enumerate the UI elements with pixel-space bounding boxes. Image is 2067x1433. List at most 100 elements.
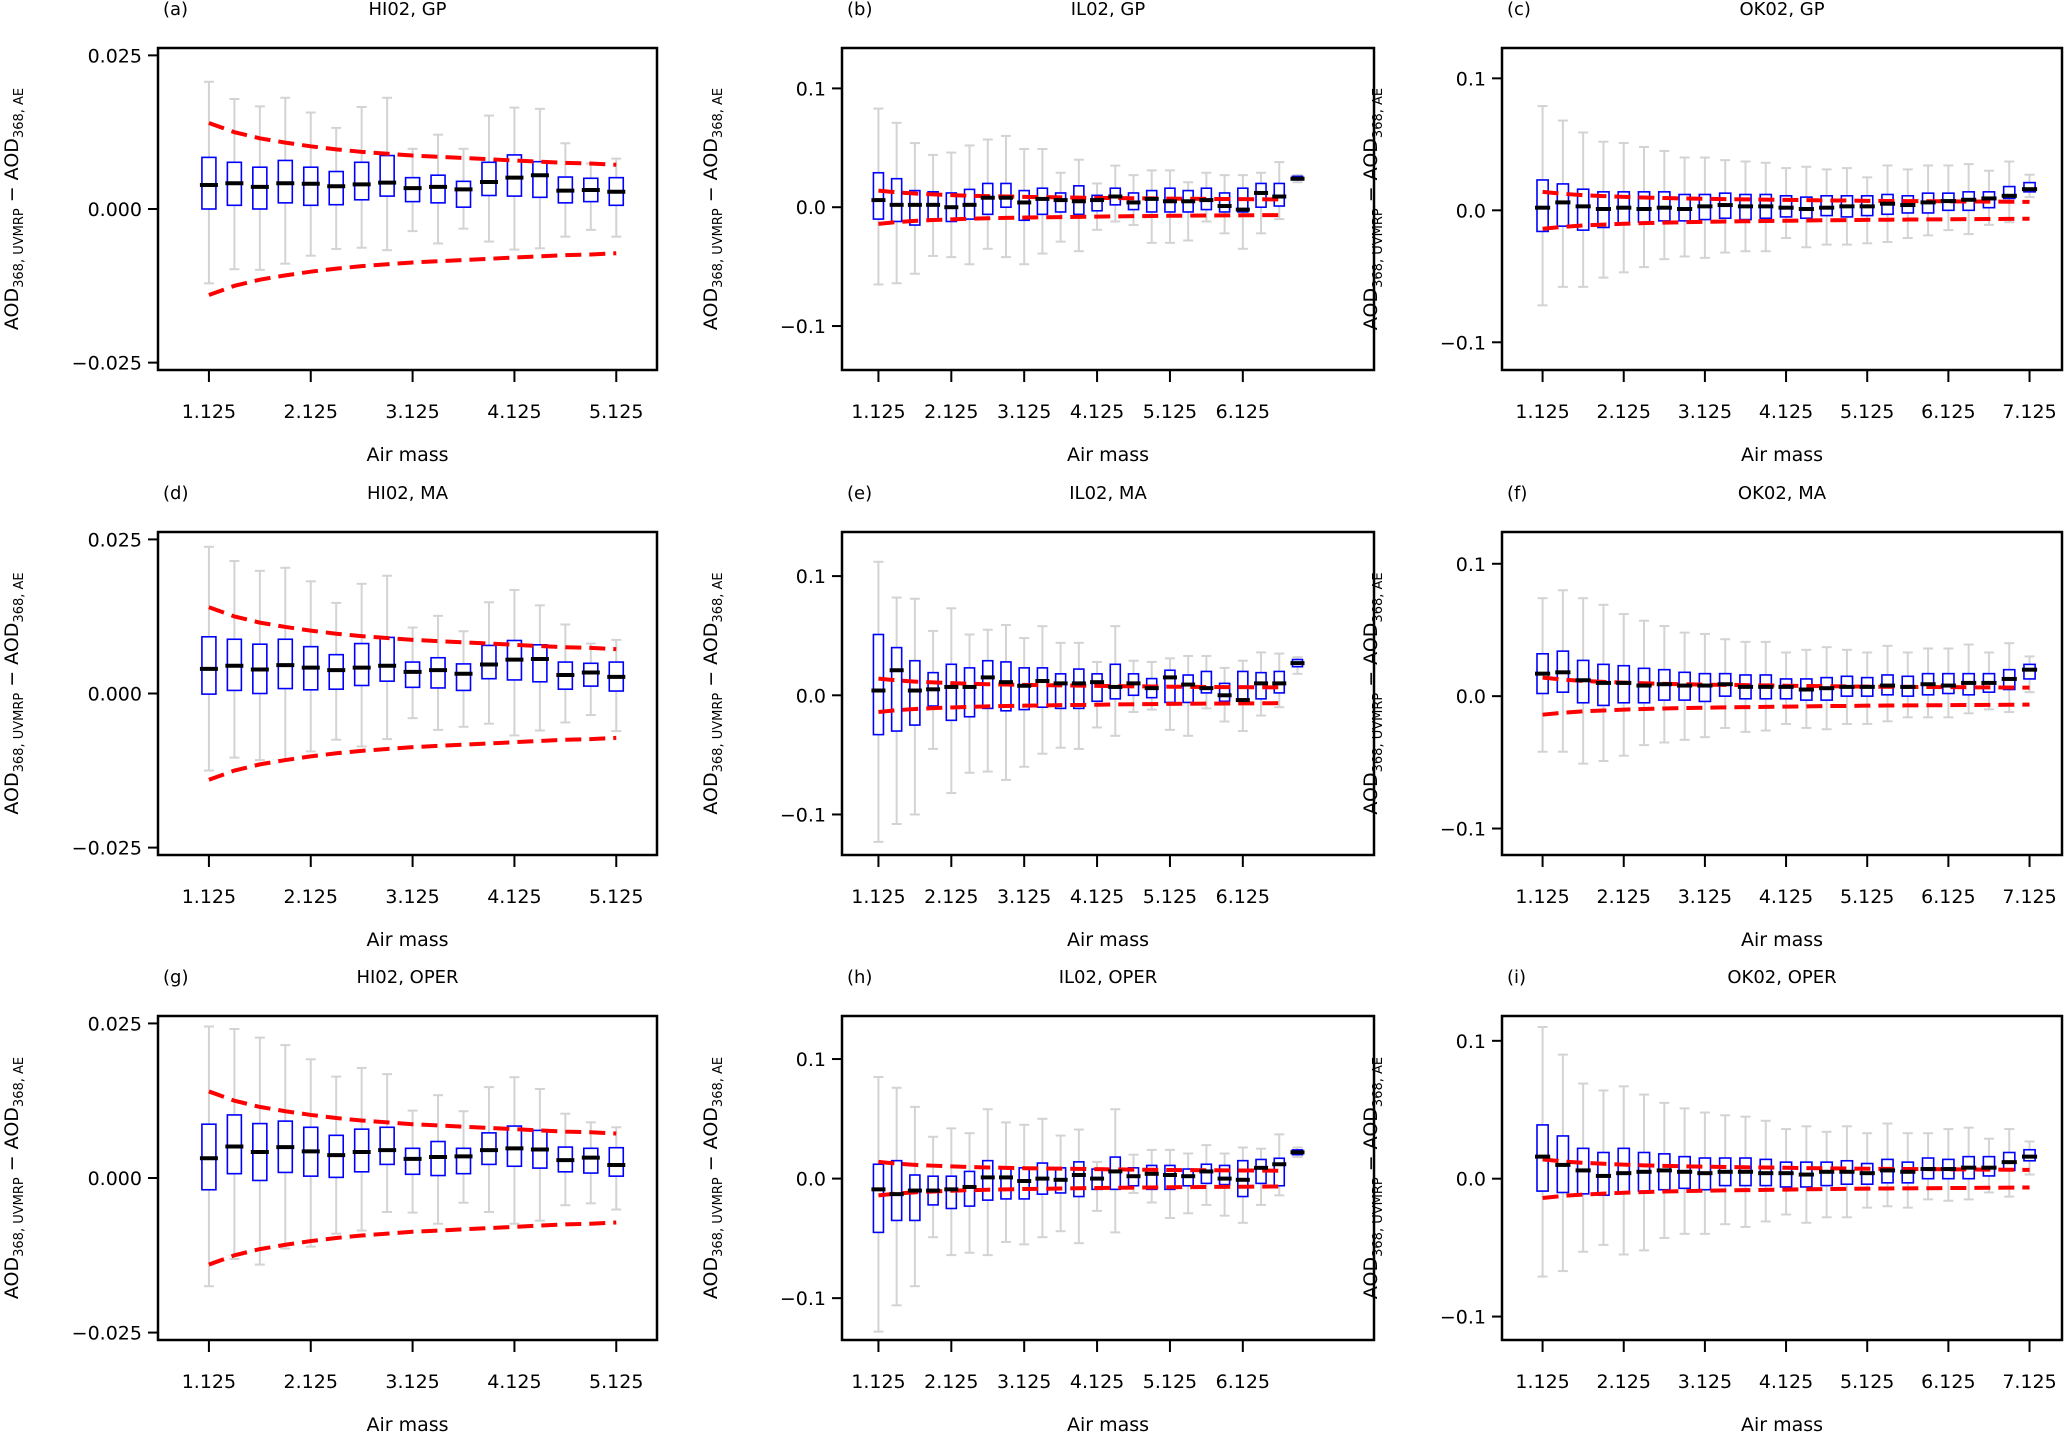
x-tick-label: 2.125 <box>1597 401 1651 423</box>
box-iqr <box>583 1147 599 1174</box>
panel-letter: (i) <box>1507 967 1526 988</box>
box-iqr <box>379 154 395 197</box>
box-iqr <box>2002 185 2016 200</box>
x-tick-label: 6.125 <box>1216 401 1270 423</box>
box-iqr <box>430 656 446 689</box>
x-axis-label: Air mass <box>1067 1414 1149 1433</box>
y-tick-label: 0.000 <box>88 684 142 706</box>
x-tick-label: 3.125 <box>1678 1371 1732 1393</box>
panel-letter: (b) <box>847 0 872 20</box>
box-iqr <box>455 1147 472 1175</box>
x-tick-label: 1.125 <box>1515 886 1569 908</box>
x-tick-label: 3.125 <box>385 1371 439 1393</box>
box-iqr <box>1218 1164 1231 1186</box>
panel-title: OK02, OPER <box>1727 967 1836 988</box>
y-tick-label: 0.025 <box>88 45 142 67</box>
x-tick-label: 5.125 <box>1143 1371 1197 1393</box>
box-iqr <box>1073 668 1085 710</box>
x-tick-label: 6.125 <box>1921 401 1975 423</box>
y-label-text: − AOD <box>700 138 722 208</box>
box-iqr <box>890 646 903 732</box>
box-iqr <box>302 166 319 207</box>
y-label-text: AOD <box>700 288 722 330</box>
box-iqr <box>1597 1151 1610 1197</box>
panel-letter: (g) <box>163 967 188 988</box>
x-tick-label: 2.125 <box>284 886 338 908</box>
uncertainty-bound-upper <box>1542 189 2030 204</box>
x-axis-label: Air mass <box>1067 929 1149 951</box>
y-tick-label: −0.1 <box>780 316 826 338</box>
box-iqr <box>1218 682 1231 703</box>
panel-title: HI02, OPER <box>356 967 458 988</box>
uncertainty-bound-upper <box>878 1159 1280 1173</box>
panel-h: 0.1 0.0 −0.1 1.125 2.125 3.125 4.125 5.125 6.125… <box>700 967 1376 1433</box>
box-iqr <box>481 644 497 680</box>
y-label-subscript: 368, AE <box>711 572 726 622</box>
x-tick-label: 7.125 <box>2002 401 2056 423</box>
x-tick-label: 3.125 <box>385 401 439 423</box>
y-tick-label: −0.1 <box>1440 1307 1486 1329</box>
box-iqr <box>1576 188 1590 231</box>
y-label-subscript: 368, AE <box>711 88 726 138</box>
box-iqr <box>1556 183 1570 227</box>
y-label-subscript: 368, UVMRP <box>711 1177 726 1257</box>
y-tick-label: 0.1 <box>796 1049 826 1071</box>
box-iqr <box>1091 194 1103 212</box>
x-tick-label: 3.125 <box>1678 401 1732 423</box>
panel-a: 0.025 0.000 −0.025 1.125 2.125 3.125 4.125 5.12… <box>1 0 659 466</box>
x-tick-label: 2.125 <box>924 1371 978 1393</box>
y-label-text: − AOD <box>700 1107 722 1177</box>
uncertainty-bound-upper <box>208 1089 617 1136</box>
axes-frame <box>840 1014 1376 1342</box>
panel-e: 0.1 0.0 −0.1 1.125 2.125 3.125 4.125 5.125 6.125… <box>700 483 1376 951</box>
y-axis-label: AOD368, UVMRP − AOD368, AE <box>700 572 726 814</box>
y-tick-label: 0.000 <box>88 1168 142 1190</box>
uncertainty-bound-lower <box>878 701 1280 714</box>
y-tick-label: −0.1 <box>780 1288 826 1310</box>
uncertainty-bound-upper <box>208 605 617 652</box>
box-iqr <box>506 1125 523 1168</box>
x-tick-label: 3.125 <box>997 1371 1051 1393</box>
x-tick-label: 4.125 <box>1070 886 1124 908</box>
box-iqr <box>583 662 599 687</box>
y-tick-label: 0.0 <box>796 1169 826 1191</box>
x-tick-label: 6.125 <box>1921 1371 1975 1393</box>
y-label-subscript: 368, UVMRP <box>12 208 27 288</box>
uncertainty-bound-lower <box>878 213 1280 226</box>
box-iqr <box>455 663 472 692</box>
x-tick-label: 5.125 <box>1840 886 1894 908</box>
box-iqr <box>872 1163 885 1234</box>
box-iqr <box>1054 192 1067 213</box>
x-tick-label: 2.125 <box>924 401 978 423</box>
x-tick-label: 4.125 <box>487 886 541 908</box>
box-iqr <box>404 661 421 689</box>
box-iqr <box>1164 1164 1176 1191</box>
uncertainty-bound-lower <box>1542 702 2030 717</box>
y-label-text: − AOD <box>1360 138 1382 208</box>
y-axis-label: AOD368, UVMRP − AOD368, AE <box>1 572 27 814</box>
box-iqr <box>1145 189 1158 213</box>
y-axis-label: AOD368, UVMRP − AOD368, AE <box>700 1057 726 1299</box>
y-label-text: AOD <box>1 288 23 330</box>
y-tick-label: −0.1 <box>780 804 826 826</box>
box-iqr <box>909 659 921 726</box>
box-iqr <box>872 171 885 220</box>
panel-g: 0.025 0.000 −0.025 1.125 2.125 3.125 4.125 5.12… <box>1 967 659 1433</box>
box-iqr <box>1073 1161 1085 1198</box>
y-axis-label: AOD368, UVMRP − AOD368, AE <box>700 88 726 330</box>
axes-frame <box>1500 530 2064 857</box>
x-tick-label: 2.125 <box>284 1371 338 1393</box>
x-tick-label: 6.125 <box>1921 886 1975 908</box>
x-axis-label: Air mass <box>1741 1414 1823 1433</box>
box-iqr <box>872 633 885 736</box>
y-label-subscript: 368, UVMRP <box>1371 1177 1386 1257</box>
y-axis-label: AOD368, UVMRP − AOD368, AE <box>1360 88 1386 330</box>
panel-f: 0.1 0.0 −0.1 1.125 2.125 3.125 4.125 5.125 6.125… <box>1360 483 2064 951</box>
panel-letter: (e) <box>847 483 872 504</box>
box-iqr <box>404 1147 421 1176</box>
y-label-subscript: 368, AE <box>12 572 27 622</box>
box-iqr <box>608 1146 625 1177</box>
box-iqr <box>1000 1167 1012 1200</box>
x-tick-label: 1.125 <box>851 1371 905 1393</box>
box-iqr <box>1018 1167 1031 1200</box>
